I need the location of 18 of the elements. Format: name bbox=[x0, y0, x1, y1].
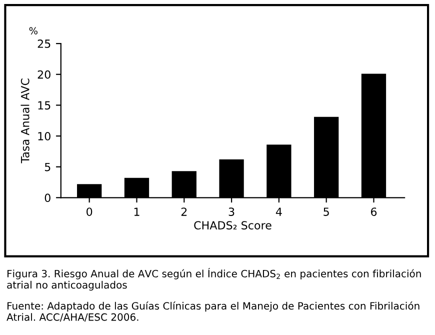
y-tick-label: 0 bbox=[44, 194, 50, 202]
x-tick-label: 3 bbox=[228, 208, 234, 216]
x-tick-label: 2 bbox=[181, 208, 187, 216]
text: % bbox=[29, 27, 38, 34]
x-tick-label: 1 bbox=[134, 208, 140, 216]
y-tick-label: 25 bbox=[38, 40, 50, 48]
x-tick-label: 0 bbox=[86, 208, 92, 216]
x-tick-label: 6 bbox=[370, 208, 377, 216]
y-tick-label: 10 bbox=[38, 132, 50, 140]
x-axis-title: CHADS₂ Score bbox=[194, 221, 272, 230]
text: Figura 3. Riesgo Anual de AVC según el Índice CHADS$_{2}$ en pacientes con fibrilación atrial no anticoagulados bbox=[7, 268, 421, 291]
y-tick-label: 15 bbox=[38, 101, 50, 110]
x-tick-label: 4 bbox=[276, 208, 282, 216]
y-axis-title: Tasa Anual AVC bbox=[20, 78, 30, 164]
y-tick-label: 20 bbox=[38, 70, 50, 79]
source-note: Fuente: Adaptado de las Guías Clínicas para el Manejo de Pacientes con Fibrilación Atrial. ACC/AHA/ESC 2006. bbox=[6, 302, 420, 322]
x-tick-label: 5 bbox=[324, 208, 329, 216]
y-tick-label: 5 bbox=[44, 162, 50, 172]
